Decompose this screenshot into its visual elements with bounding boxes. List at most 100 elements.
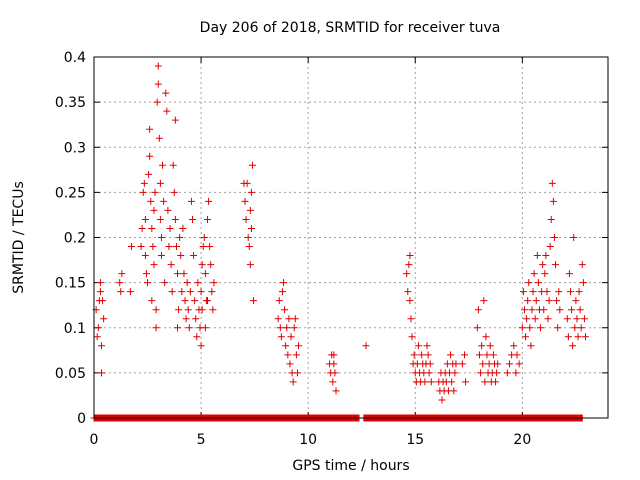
data-point (142, 270, 150, 278)
data-point (146, 125, 154, 133)
data-point (99, 297, 107, 305)
data-point (185, 324, 193, 332)
data-point (565, 270, 573, 278)
data-point (362, 342, 370, 350)
data-point (191, 297, 199, 305)
data-point (174, 324, 182, 332)
data-point (246, 206, 254, 214)
data-point (192, 315, 200, 323)
y-tick-labels: 0 0.05 0.1 0.15 0.2 0.25 0.3 0.35 0.4 (55, 50, 86, 427)
data-point (178, 288, 186, 296)
data-point (408, 333, 416, 341)
data-point (291, 315, 299, 323)
data-point (575, 288, 583, 296)
y-tick-label: 0.15 (55, 276, 86, 292)
data-point (187, 197, 195, 205)
data-point (578, 261, 586, 269)
data-point (276, 324, 284, 332)
data-point (406, 252, 414, 260)
data-point (174, 270, 182, 278)
data-point (96, 279, 104, 287)
data-point (425, 369, 433, 377)
data-point (541, 270, 549, 278)
data-point (97, 342, 105, 350)
data-point (144, 279, 152, 287)
plot-frame (93, 56, 609, 419)
data-point (245, 243, 253, 251)
data-point (184, 306, 192, 314)
data-point (546, 243, 554, 251)
y-tick-label: 0.3 (64, 140, 86, 156)
data-point (94, 324, 102, 332)
data-point (282, 342, 290, 350)
data-point (209, 306, 217, 314)
data-point (520, 306, 528, 314)
y-tick-label: 0.35 (55, 95, 86, 111)
data-point (155, 134, 163, 142)
data-point (96, 288, 104, 296)
data-point (494, 360, 502, 368)
data-point (410, 351, 418, 359)
data-point (201, 324, 209, 332)
data-point (204, 215, 212, 223)
data-point (198, 261, 206, 269)
data-point (553, 297, 561, 305)
data-point (278, 288, 286, 296)
data-point (160, 197, 168, 205)
data-point (510, 342, 518, 350)
x-tick-labels: 0 5 10 15 20 (90, 432, 532, 448)
data-point (548, 179, 556, 187)
data-point (150, 206, 158, 214)
data-point (199, 243, 207, 251)
data-point (544, 315, 552, 323)
data-point (332, 387, 340, 395)
data-point (165, 243, 173, 251)
data-point (243, 179, 251, 187)
data-point (148, 224, 156, 232)
data-point (527, 342, 535, 350)
data-point (512, 369, 520, 377)
data-point (424, 351, 432, 359)
data-point (284, 351, 292, 359)
data-point (579, 279, 587, 287)
data-point (329, 378, 337, 386)
data-point (438, 396, 446, 404)
data-point (524, 297, 532, 305)
data-point (542, 252, 550, 260)
data-point (552, 261, 560, 269)
data-point (283, 324, 291, 332)
data-point (478, 342, 486, 350)
data-point (116, 279, 124, 287)
data-point (189, 215, 197, 223)
data-points (90, 62, 590, 422)
data-point (550, 234, 558, 241)
data-point (126, 288, 134, 296)
data-point (482, 333, 490, 341)
data-point (518, 324, 526, 332)
data-point (198, 306, 206, 314)
data-point (163, 107, 171, 115)
data-point (526, 324, 534, 332)
data-point (156, 215, 164, 223)
data-point (241, 197, 249, 205)
data-point (530, 270, 538, 278)
data-point (567, 288, 575, 296)
data-point (171, 215, 179, 223)
data-point (515, 360, 523, 368)
data-point (292, 351, 300, 359)
data-point (145, 170, 153, 178)
data-point (247, 188, 255, 196)
data-point (421, 378, 429, 386)
chart-title: Day 206 of 2018, SRMTID for receiver tuv… (200, 20, 501, 36)
data-point (423, 342, 431, 350)
data-point (486, 342, 494, 350)
data-point (492, 378, 500, 386)
data-point (289, 378, 297, 386)
data-point (493, 369, 501, 377)
x-tick-label: 15 (406, 432, 424, 448)
data-point (161, 279, 169, 287)
data-point (418, 351, 426, 359)
data-point (481, 378, 489, 386)
data-point (138, 224, 146, 232)
